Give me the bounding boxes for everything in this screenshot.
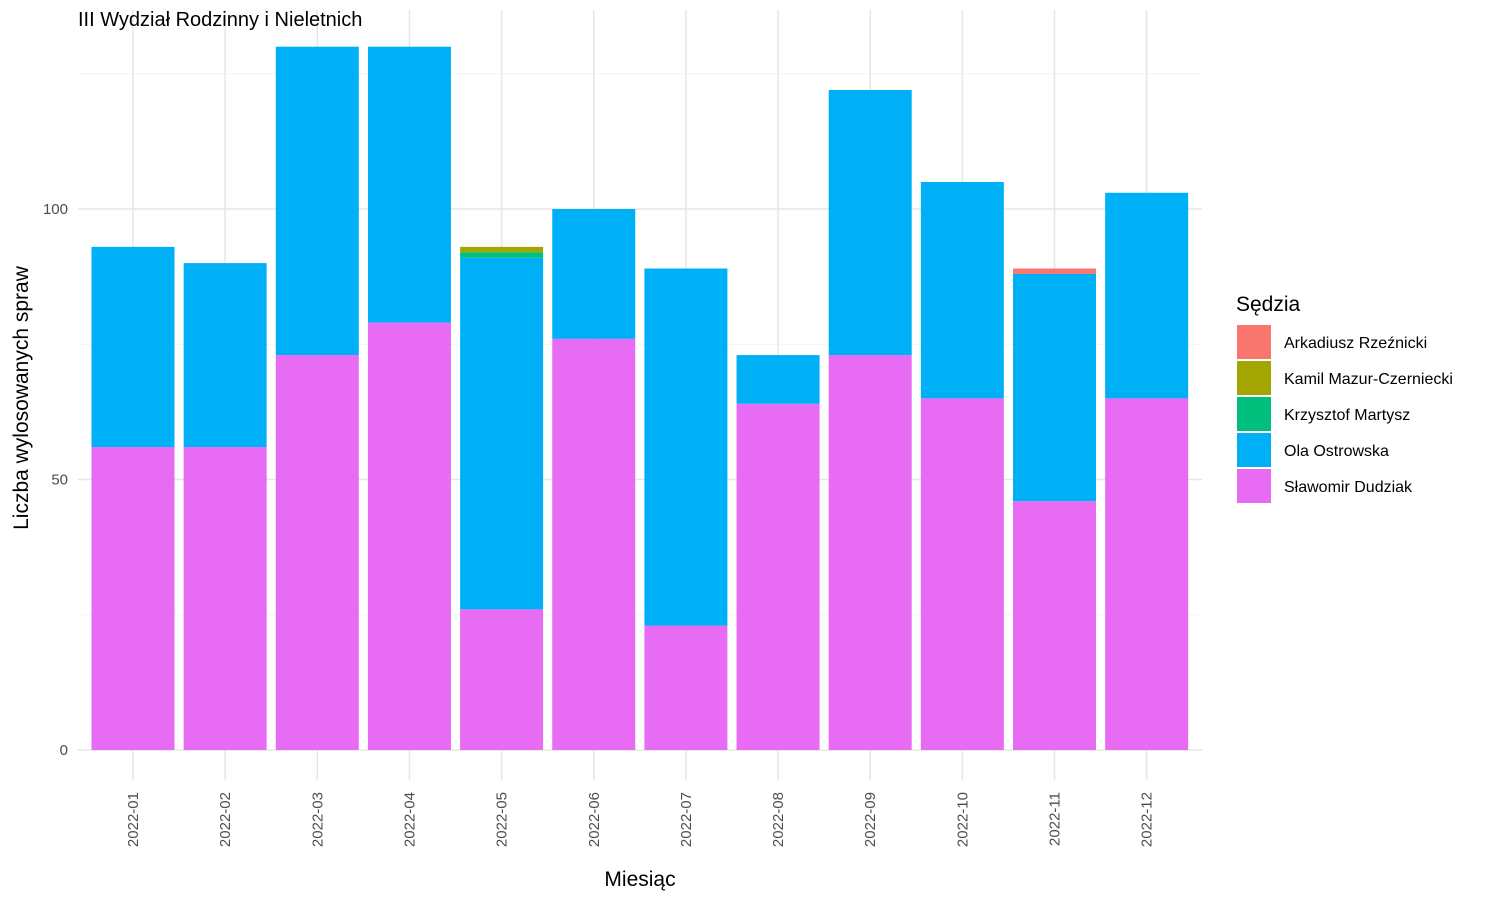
x-axis-title: Miesiąc xyxy=(604,868,675,891)
legend-label: Arkadiusz Rzeźnicki xyxy=(1284,335,1427,352)
bar-segment-2022-10-4 xyxy=(920,398,1004,750)
bar-segment-2022-02-4 xyxy=(183,447,267,750)
chart-title: III Wydział Rodzinny i Nieletnich xyxy=(78,9,362,31)
legend-swatch xyxy=(1237,469,1271,503)
bar-segment-2022-10-3 xyxy=(920,181,1004,399)
legend-label: Kamil Mazur-Czerniecki xyxy=(1284,371,1453,388)
x-tick-label: 2022-04 xyxy=(401,792,418,847)
y-axis-ticks: 0 50 100 xyxy=(43,201,68,759)
x-tick-label: 2022-01 xyxy=(125,792,142,847)
bar-segment-2022-01-4 xyxy=(91,447,175,750)
legend: Sędzia Arkadiusz Rzeźnicki Kamil Mazur-Cz… xyxy=(1236,293,1453,503)
legend-swatch xyxy=(1237,433,1271,467)
x-tick-label: 2022-05 xyxy=(494,792,511,847)
y-tick-label: 100 xyxy=(43,201,68,218)
bar-segment-2022-04-3 xyxy=(367,46,451,323)
bars xyxy=(91,46,1189,750)
bar-segment-2022-05-4 xyxy=(460,609,544,750)
bar-segment-2022-05-1 xyxy=(460,246,544,253)
bar-segment-2022-11-3 xyxy=(1013,273,1096,502)
x-axis-ticks: 2022-01 2022-02 2022-03 2022-04 2022-05 2022-… xyxy=(125,792,1156,847)
legend-label: Ola Ostrowska xyxy=(1284,443,1389,460)
y-tick-label: 0 xyxy=(60,742,68,759)
bar-segment-2022-07-3 xyxy=(644,268,728,626)
x-tick-label: 2022-03 xyxy=(309,792,326,847)
legend-swatch xyxy=(1237,325,1271,359)
bar-segment-2022-11-4 xyxy=(1013,501,1096,750)
bar-segment-2022-05-2 xyxy=(460,252,544,258)
bar-segment-2022-02-3 xyxy=(183,263,267,448)
bar-segment-2022-07-4 xyxy=(644,625,728,750)
x-tick-label: 2022-11 xyxy=(1047,792,1064,846)
bar-segment-2022-01-3 xyxy=(91,246,175,448)
bar-segment-2022-03-4 xyxy=(275,355,359,750)
x-tick-label: 2022-06 xyxy=(586,792,603,847)
legend-title: Sędzia xyxy=(1236,293,1301,316)
bar-segment-2022-08-4 xyxy=(736,403,820,750)
x-tick-label: 2022-09 xyxy=(862,792,879,847)
legend-swatch xyxy=(1237,397,1271,431)
bar-segment-2022-08-3 xyxy=(736,355,820,404)
legend-label: Krzysztof Martysz xyxy=(1284,407,1410,424)
x-tick-label: 2022-08 xyxy=(770,792,787,847)
bar-segment-2022-12-4 xyxy=(1105,398,1189,750)
bar-segment-2022-05-3 xyxy=(460,257,544,610)
x-tick-label: 2022-12 xyxy=(1139,792,1156,847)
bar-segment-2022-06-4 xyxy=(552,338,636,750)
bar-segment-2022-06-3 xyxy=(552,209,636,339)
bar-segment-2022-11-0 xyxy=(1013,268,1096,274)
y-tick-label: 50 xyxy=(51,472,68,489)
bar-segment-2022-12-3 xyxy=(1105,192,1189,399)
legend-label: Sławomir Dudziak xyxy=(1284,479,1413,496)
y-axis-title: Liczba wylosowanych spraw xyxy=(10,265,33,530)
x-tick-label: 2022-02 xyxy=(217,792,234,847)
x-tick-label: 2022-10 xyxy=(954,792,971,847)
x-tick-label: 2022-07 xyxy=(678,792,695,847)
bar-segment-2022-04-4 xyxy=(367,322,451,750)
legend-swatch xyxy=(1237,361,1271,395)
bar-segment-2022-03-3 xyxy=(275,46,359,356)
bar-segment-2022-09-3 xyxy=(828,89,912,356)
bar-segment-2022-09-4 xyxy=(828,355,912,750)
